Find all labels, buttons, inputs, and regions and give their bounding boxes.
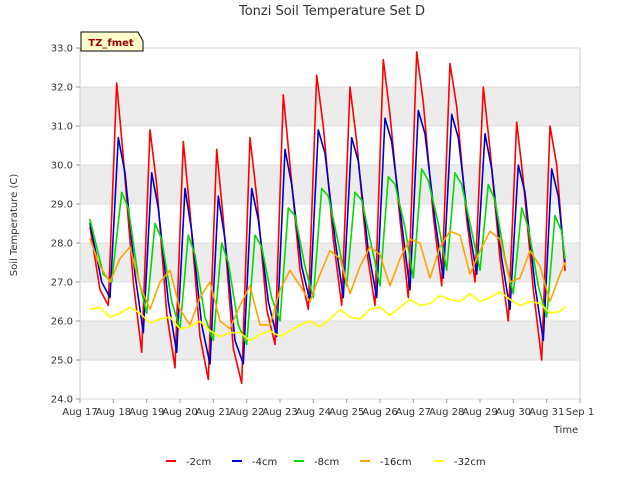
series-line-8cmcm	[89, 168, 566, 346]
y-tick-label: 31.0	[51, 122, 73, 133]
x-axis-label: Time	[553, 425, 578, 436]
x-tick-label: Aug 28	[429, 407, 464, 418]
x-tick-label: Aug 21	[196, 407, 231, 418]
x-tick-label: Aug 23	[262, 407, 297, 418]
x-tick-label: Aug 25	[329, 407, 364, 418]
plot-band	[80, 87, 580, 126]
plot-band	[80, 321, 580, 360]
y-tick-label: 33.0	[51, 44, 73, 55]
series-line-4cmcm	[89, 109, 566, 365]
y-axis-label: Soil Temperature (C)	[9, 174, 20, 277]
x-tick-label: Aug 26	[362, 407, 397, 418]
x-tick-label: Aug 30	[496, 407, 531, 418]
legend-label: -2cm	[186, 457, 211, 468]
x-tick-label: Aug 31	[529, 407, 564, 418]
x-tick-label: Aug 17	[62, 407, 97, 418]
series-line-32cmcm	[89, 290, 566, 342]
annotation-box: TZ_fmet	[80, 31, 144, 52]
plot-background-bands	[80, 87, 580, 360]
y-tick-label: 26.0	[51, 317, 73, 328]
series-line-16cmcm	[89, 230, 566, 330]
x-tick-label: Aug 24	[296, 407, 331, 418]
annotation-box-shape	[80, 31, 144, 52]
y-axis-ticks: 24.0 25.0 26.0 27.0 28.0 29.0 30.0 31.0 32.0 33.0	[51, 44, 80, 406]
x-tick-label: Aug 22	[229, 407, 264, 418]
y-tick-label: 29.0	[51, 200, 73, 211]
x-tick-label: Aug 29	[462, 407, 497, 418]
y-tick-label: 25.0	[51, 356, 73, 367]
legend-label: -4cm	[252, 457, 277, 468]
x-tick-label: Sep 1	[566, 407, 594, 418]
y-tick-label: 28.0	[51, 239, 73, 250]
legend-label: -32cm	[454, 457, 486, 468]
x-tick-label: Aug 18	[96, 407, 131, 418]
legend: -2cm -4cm -8cm -16cm -32cm	[166, 457, 486, 468]
legend-label: -8cm	[314, 457, 339, 468]
y-tick-label: 30.0	[51, 161, 73, 172]
x-tick-label: Aug 27	[396, 407, 431, 418]
series-lines	[89, 51, 566, 385]
y-tick-label: 24.0	[51, 395, 73, 406]
chart-title: Tonzi Soil Temperature Set D	[238, 4, 425, 19]
annotation-label: TZ_fmet	[88, 38, 134, 49]
legend-label: -16cm	[380, 457, 412, 468]
y-tick-label: 32.0	[51, 83, 73, 94]
y-tick-label: 27.0	[51, 278, 73, 289]
x-tick-label: Aug 20	[162, 407, 197, 418]
x-tick-label: Aug 19	[129, 407, 164, 418]
